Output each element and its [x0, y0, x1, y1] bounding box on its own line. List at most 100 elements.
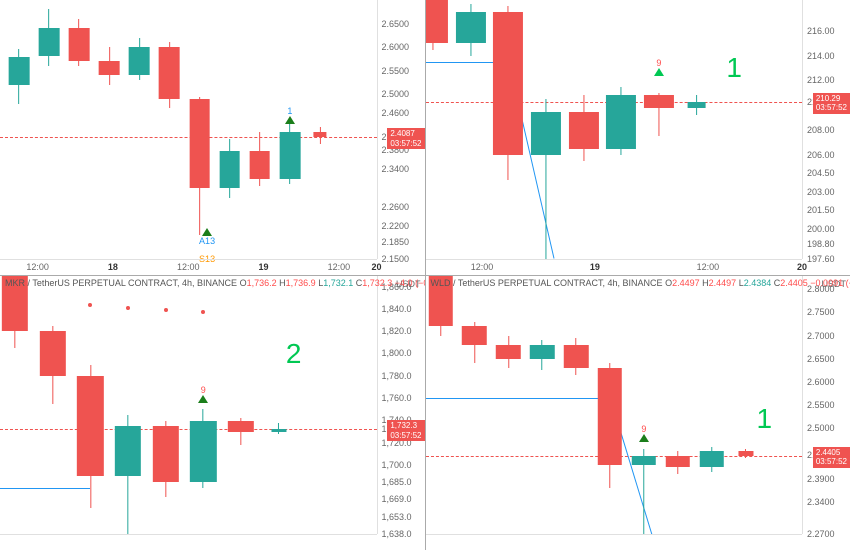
x-tick: 19: [590, 262, 600, 272]
candle-body: [496, 345, 520, 359]
candle[interactable]: [115, 415, 141, 534]
chart-header: WLD / TetherUS PERPETUAL CONTRACT, 4h, B…: [431, 278, 850, 288]
candle-body: [531, 112, 561, 155]
ohlc-change: −0.0091 (−0.37%): [810, 278, 850, 288]
price-tag: 2.408703:57:52: [387, 128, 424, 149]
chart-panel-top-left[interactable]: 1A13S132.65002.60002.55002.50002.46002.4…: [0, 0, 425, 275]
price-value: 2.4405: [816, 448, 847, 458]
price-value: 1,732.3: [390, 421, 421, 431]
candle[interactable]: [493, 6, 523, 179]
chart-area[interactable]: 92: [0, 276, 377, 535]
y-tick: 2.6000: [807, 377, 835, 387]
support-line: [426, 398, 610, 399]
candle-body: [39, 28, 60, 56]
candle[interactable]: [632, 449, 656, 535]
candle[interactable]: [426, 0, 449, 50]
candle[interactable]: [40, 326, 66, 404]
candle-body: [598, 368, 622, 465]
y-tick: 201.50: [807, 205, 835, 215]
candle-body: [699, 451, 723, 467]
candle-body: [69, 28, 90, 61]
y-axis: 2.65002.60002.55002.50002.46002.40872.38…: [377, 0, 425, 259]
candle[interactable]: [159, 42, 180, 108]
price-line: [0, 429, 377, 430]
candle[interactable]: [598, 363, 622, 488]
candle[interactable]: [530, 340, 554, 370]
candle[interactable]: [219, 139, 240, 198]
candle[interactable]: [190, 409, 216, 487]
candle[interactable]: [531, 99, 561, 259]
candle-body: [249, 151, 270, 179]
x-tick: 12:00: [697, 262, 720, 272]
price-time: 03:57:52: [390, 139, 421, 149]
chart-area[interactable]: 91: [426, 276, 803, 535]
ohlc-h-val: 1,736.9: [286, 278, 316, 288]
candle-body: [228, 421, 254, 432]
chart-area[interactable]: 91: [426, 0, 803, 259]
x-tick: 20: [797, 262, 807, 272]
candle-body: [426, 0, 449, 43]
pair-name: WLD / TetherUS PERPETUAL CONTRACT, 4h, B…: [431, 278, 663, 288]
ohlc-c-val: 1,732.3: [362, 278, 392, 288]
candle-body: [644, 95, 674, 107]
candle[interactable]: [69, 19, 90, 66]
x-axis: [426, 534, 803, 550]
candle[interactable]: [564, 338, 588, 375]
chart-grid: 1A13S132.65002.60002.55002.50002.46002.4…: [0, 0, 850, 550]
candle[interactable]: [271, 423, 286, 434]
arrow-up-icon: [654, 68, 664, 76]
chart-panel-bottom-left[interactable]: 921,860.01,840.01,820.01,800.01,780.01,7…: [0, 276, 425, 550]
indicator-dot: [88, 303, 92, 307]
ohlc-change: −4.0 (−0.23%): [395, 278, 425, 288]
candle[interactable]: [152, 421, 178, 497]
candle[interactable]: [738, 449, 753, 458]
candle[interactable]: [8, 49, 29, 103]
candle[interactable]: [99, 47, 120, 85]
candle[interactable]: [280, 122, 301, 183]
candle-body: [129, 47, 150, 75]
candle-body: [8, 57, 29, 85]
candle[interactable]: [569, 95, 599, 161]
candle[interactable]: [129, 38, 150, 80]
candle-body: [564, 345, 588, 368]
ohlc-o-val: 1,736.2: [247, 278, 277, 288]
candle[interactable]: [462, 322, 486, 364]
candle[interactable]: [39, 9, 60, 66]
indicator-dot: [164, 308, 168, 312]
candle[interactable]: [699, 447, 723, 472]
y-tick: 2.2700: [807, 529, 835, 539]
candle-body: [115, 426, 141, 476]
candle-body: [606, 95, 636, 148]
signal-number: 1: [726, 52, 742, 84]
chart-area[interactable]: 1A13S13: [0, 0, 377, 259]
candle[interactable]: [606, 87, 636, 155]
candle[interactable]: [313, 127, 326, 143]
ohlc-c-val: 2.4405: [780, 278, 808, 288]
signal-arrow: 9: [639, 424, 649, 442]
y-tick: 1,685.0: [382, 477, 412, 487]
chart-panel-top-right[interactable]: 91216.00214.00212.00210.29208.00206.0020…: [426, 0, 850, 275]
y-tick: 2.3900: [807, 474, 835, 484]
candle[interactable]: [189, 97, 210, 236]
y-tick: 2.1500: [382, 254, 410, 264]
signal-arrow: 1: [285, 106, 295, 124]
candle[interactable]: [666, 451, 690, 474]
price-value: 2.4087: [390, 129, 421, 139]
candle-body: [219, 151, 240, 189]
candle-body: [530, 345, 554, 359]
candle[interactable]: [228, 418, 254, 445]
candle[interactable]: [249, 132, 270, 186]
candle[interactable]: [77, 365, 103, 508]
candle[interactable]: [496, 336, 520, 368]
chart-panel-bottom-right[interactable]: 912.80002.75002.70002.65002.60002.55002.…: [426, 276, 850, 550]
candle[interactable]: [687, 95, 706, 115]
indicator-dot: [201, 310, 205, 314]
arrow-up-icon: [285, 116, 295, 124]
signal-arrow: A13: [199, 228, 215, 246]
y-tick: 200.00: [807, 224, 835, 234]
signal-number: 1: [757, 403, 773, 435]
candle-body: [271, 429, 286, 432]
candle[interactable]: [456, 4, 486, 56]
y-tick: 198.80: [807, 239, 835, 249]
candle[interactable]: [644, 93, 674, 136]
